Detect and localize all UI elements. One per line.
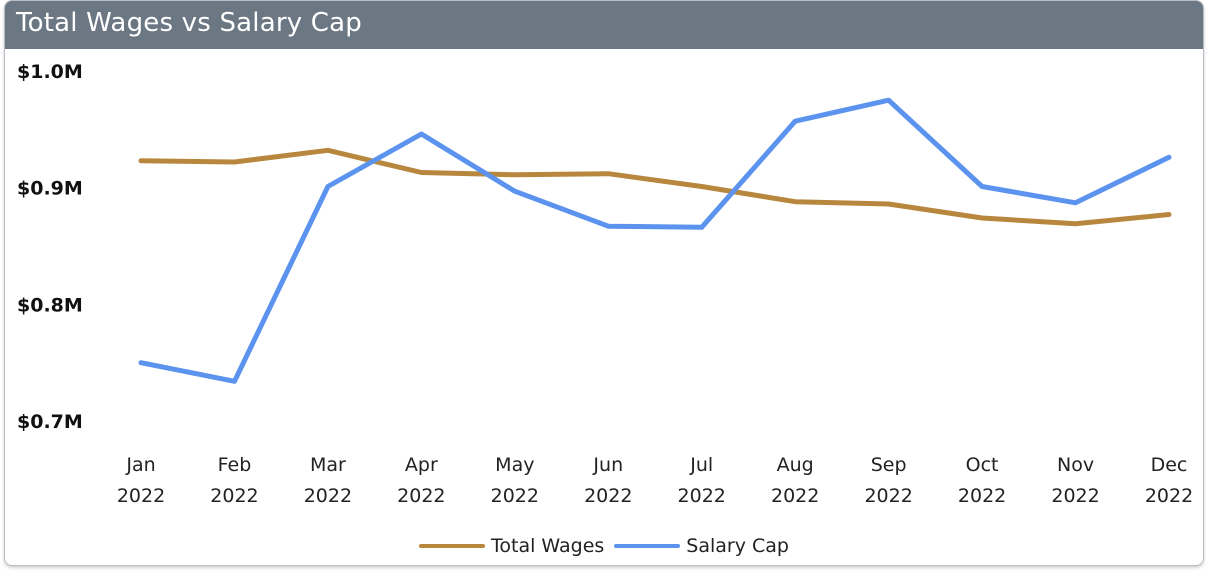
x-tick-month: Dec [1151, 454, 1188, 476]
x-tick-label: Jun 2022 [584, 454, 632, 507]
legend-item-total-wages[interactable]: Total Wages [419, 535, 604, 557]
data-point-total-wages[interactable] [231, 159, 237, 165]
x-tick-year: 2022 [210, 485, 258, 507]
series-line-total-wages[interactable] [138, 147, 1172, 227]
x-tick-label: Jan 2022 [117, 454, 165, 507]
data-point-total-wages[interactable] [792, 199, 798, 205]
data-point-salary-cap[interactable] [792, 118, 798, 124]
x-tick-label: May 2022 [491, 454, 539, 507]
data-point-salary-cap[interactable] [512, 188, 518, 194]
x-tick-month: May [495, 454, 534, 476]
x-tick-month: Mar [310, 454, 346, 476]
x-tick-year: 2022 [491, 485, 539, 507]
x-tick-year: 2022 [958, 485, 1006, 507]
x-tick-year: 2022 [864, 485, 912, 507]
x-tick-label: Nov 2022 [1051, 454, 1099, 507]
y-tick-label: $0.8M [17, 294, 83, 316]
data-point-salary-cap[interactable] [979, 184, 985, 190]
data-point-total-wages[interactable] [512, 172, 518, 178]
x-tick-label: Dec 2022 [1145, 454, 1193, 507]
legend-label: Total Wages [491, 535, 605, 557]
data-point-salary-cap[interactable] [418, 131, 424, 137]
legend-item-salary-cap[interactable]: Salary Cap [614, 535, 789, 557]
legend-swatch [614, 544, 681, 548]
line-chart: $1.0M $0.9M $0.8M $0.7M Jan 2022 Feb 2022 Mar 20… [17, 61, 1193, 507]
data-point-salary-cap[interactable] [886, 97, 892, 103]
y-tick-label: $0.7M [17, 411, 83, 433]
x-tick-label: Apr 2022 [397, 454, 445, 507]
data-point-total-wages[interactable] [699, 184, 705, 190]
data-point-total-wages[interactable] [605, 171, 611, 177]
x-tick-year: 2022 [584, 485, 632, 507]
chart-title: Total Wages vs Salary Cap [16, 8, 362, 38]
series-layer [138, 97, 1172, 384]
data-point-salary-cap[interactable] [1166, 154, 1172, 160]
x-tick-month: Sep [871, 454, 907, 476]
x-tick-month: Aug [777, 454, 814, 476]
data-point-salary-cap[interactable] [699, 224, 705, 230]
chart-legend: Total Wages Salary Cap [5, 531, 1203, 561]
data-point-salary-cap[interactable] [138, 360, 144, 366]
x-tick-month: Apr [405, 454, 438, 476]
x-tick-year: 2022 [304, 485, 352, 507]
x-tick-label: Feb 2022 [210, 454, 258, 507]
x-tick-year: 2022 [1051, 485, 1099, 507]
data-point-total-wages[interactable] [138, 158, 144, 164]
legend-label: Salary Cap [686, 535, 789, 557]
x-tick-month: Jan [125, 454, 155, 476]
y-tick-label: $0.9M [17, 178, 83, 200]
x-tick-year: 2022 [397, 485, 445, 507]
x-tick-year: 2022 [117, 485, 165, 507]
data-point-total-wages[interactable] [418, 170, 424, 176]
data-point-salary-cap[interactable] [325, 184, 331, 190]
data-point-total-wages[interactable] [1166, 212, 1172, 218]
x-tick-month: Feb [218, 454, 252, 476]
x-tick-month: Oct [966, 454, 999, 476]
x-tick-label: Sep 2022 [864, 454, 912, 507]
chart-header: Total Wages vs Salary Cap [5, 1, 1203, 49]
x-tick-label: Oct 2022 [958, 454, 1006, 507]
data-point-salary-cap[interactable] [231, 378, 237, 384]
x-tick-label: Mar 2022 [304, 454, 352, 507]
x-tick-label: Jul 2022 [678, 454, 726, 507]
x-tick-month: Nov [1057, 454, 1094, 476]
x-tick-month: Jun [592, 454, 623, 476]
data-point-total-wages[interactable] [886, 201, 892, 207]
x-axis: Jan 2022 Feb 2022 Mar 2022 Apr 2022 May 2022 Jun 20… [117, 454, 1193, 507]
data-point-salary-cap[interactable] [605, 223, 611, 229]
data-point-total-wages[interactable] [979, 215, 985, 221]
chart-card: Total Wages vs Salary Cap $1.0M $0.9M $0.8… [4, 0, 1204, 566]
x-tick-year: 2022 [678, 485, 726, 507]
y-axis: $1.0M $0.9M $0.8M $0.7M [17, 61, 83, 433]
data-point-total-wages[interactable] [325, 147, 331, 153]
legend-swatch [419, 544, 485, 548]
y-tick-label: $1.0M [17, 61, 83, 83]
data-point-total-wages[interactable] [1073, 221, 1079, 227]
series-line-salary-cap[interactable] [138, 97, 1172, 384]
x-tick-year: 2022 [771, 485, 819, 507]
x-tick-month: Jul [689, 454, 713, 476]
x-tick-year: 2022 [1145, 485, 1193, 507]
x-tick-label: Aug 2022 [771, 454, 819, 507]
data-point-salary-cap[interactable] [1073, 200, 1079, 206]
